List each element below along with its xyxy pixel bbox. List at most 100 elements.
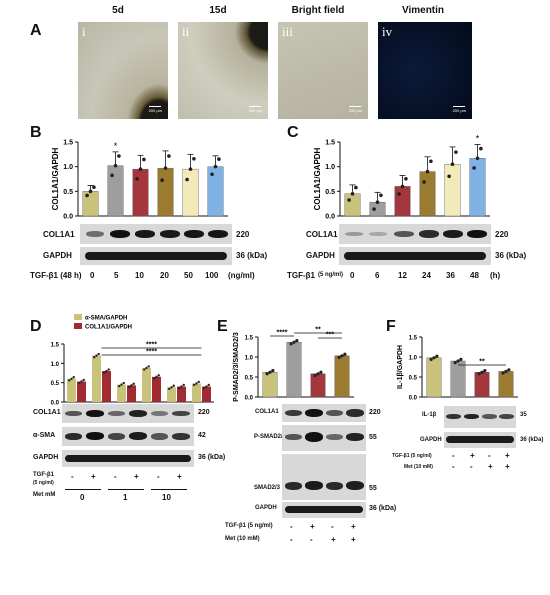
time-label: 6 <box>375 271 380 280</box>
data-point <box>343 352 347 356</box>
blot-band <box>369 232 387 236</box>
blot-label: GAPDH <box>255 505 277 511</box>
blot-band <box>65 455 191 462</box>
y-tick-label: 0.5 <box>409 376 418 382</box>
tgf-sign: - <box>488 451 491 460</box>
data-point <box>435 354 439 358</box>
image-title-vimentin: Vimentin <box>401 5 445 16</box>
data-point <box>372 207 376 211</box>
micrograph-vimentin: iv 200 μm <box>378 22 472 119</box>
data-point <box>105 369 108 373</box>
scale-bar-label: 200 μm <box>248 108 262 113</box>
image-numeral: iii <box>282 24 293 39</box>
data-point <box>454 150 458 154</box>
blot-band <box>285 482 302 490</box>
bar <box>474 372 490 398</box>
legend-label: COL1A1/GAPDH <box>85 325 132 331</box>
bar <box>369 201 386 217</box>
blot-band <box>419 230 439 238</box>
image-numeral: ii <box>182 24 190 39</box>
y-tick-label: 0.0 <box>409 396 418 402</box>
bar <box>498 371 514 398</box>
mw-label: 220 <box>198 409 210 416</box>
significance-marker: * <box>114 141 118 151</box>
western-blot-gapdh <box>444 432 516 448</box>
data-point <box>145 366 148 370</box>
blot-band <box>86 432 104 440</box>
western-blot-smad <box>282 454 366 500</box>
data-point <box>313 373 317 377</box>
data-point <box>135 177 139 181</box>
y-tick-label: 1.0 <box>245 356 254 362</box>
data-point <box>205 385 208 388</box>
data-point <box>143 368 146 371</box>
bar <box>127 385 136 402</box>
blot-band <box>346 481 364 490</box>
met-sign: + <box>488 462 493 471</box>
data-point <box>72 376 75 379</box>
data-point <box>422 180 426 184</box>
blot-band <box>285 410 302 416</box>
treatment-concentration: (5 ng/ml) <box>33 480 54 486</box>
bar <box>107 165 124 217</box>
tgf-sign: - <box>114 472 117 481</box>
data-point <box>319 370 323 374</box>
time-label: 48 <box>470 271 479 280</box>
bar <box>92 355 101 402</box>
data-point <box>118 384 121 388</box>
blot-band <box>346 409 364 417</box>
group-underline <box>108 489 144 490</box>
panel-c-letter: C <box>287 124 299 141</box>
met-label: Met (10 mM) <box>225 536 260 542</box>
blot-band <box>65 433 82 440</box>
data-point <box>217 157 221 161</box>
data-point <box>178 386 181 390</box>
y-tick-label: 1.0 <box>51 362 60 368</box>
mw-label: 36 (kDa) <box>198 454 226 461</box>
western-blot-col1a1 <box>282 404 366 422</box>
chart-d: 0.0 0.5 1.0 1.5 α-SMA/GAPDH COL1A1/GAPDH *****… <box>51 314 214 405</box>
group-underline <box>151 489 187 490</box>
data-point <box>479 146 483 151</box>
mw-label: 42 <box>198 432 206 439</box>
data-point <box>292 340 296 344</box>
data-point <box>185 177 189 182</box>
y-tick-label: 0.0 <box>245 396 254 402</box>
scale-bar-label: 200 μm <box>348 108 362 113</box>
data-point <box>138 167 143 171</box>
data-point <box>429 159 433 164</box>
data-point <box>507 368 511 372</box>
time-label: 0 <box>350 271 355 280</box>
met-sign: + <box>331 535 336 544</box>
legend-label: α-SMA/GAPDH <box>85 316 127 322</box>
bar <box>419 171 436 217</box>
tgf-sign: - <box>71 472 74 481</box>
blot-band <box>172 411 190 416</box>
y-tick-label: 1.0 <box>325 164 335 171</box>
tgf-sign: + <box>505 451 510 460</box>
dose-label: 0 <box>90 271 95 280</box>
y-axis-label: IL-1β/GAPDH <box>397 345 404 389</box>
data-point <box>472 166 476 170</box>
bar <box>142 367 151 402</box>
data-point <box>70 377 73 380</box>
tgf-sign: - <box>452 451 455 460</box>
panel-a-letter: A <box>30 22 42 39</box>
western-blot-alpha-sma <box>62 427 194 446</box>
scale-bar-label: 200 μm <box>452 108 466 113</box>
bar <box>310 373 326 398</box>
blot-band <box>160 230 180 238</box>
data-point <box>117 154 121 158</box>
blot-band <box>172 433 190 440</box>
y-tick-label: 0.5 <box>245 376 254 382</box>
data-point <box>316 372 320 376</box>
western-blot-gapdh <box>62 450 194 467</box>
data-point <box>197 380 200 384</box>
y-tick-label: 1.5 <box>325 140 335 147</box>
time-label: 24 <box>422 271 431 280</box>
legend-swatch <box>74 314 82 320</box>
data-point <box>103 371 106 374</box>
tgf-sign: + <box>470 451 475 460</box>
bar <box>177 386 186 402</box>
tgf-sign: - <box>157 472 160 481</box>
